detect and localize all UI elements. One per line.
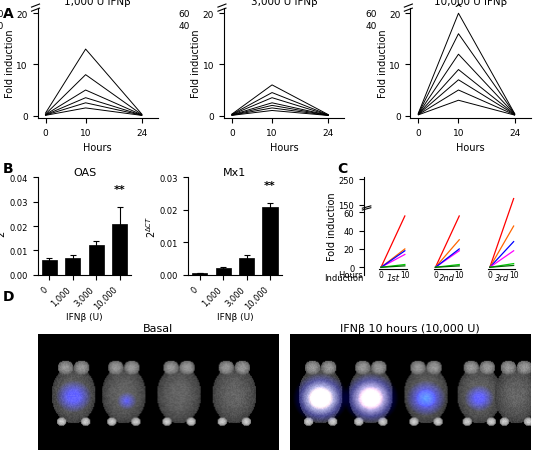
Y-axis label: Fold induction: Fold induction [5, 30, 15, 98]
Bar [239, 259, 254, 275]
Text: 60: 60 [179, 10, 190, 19]
Text: 0: 0 [433, 270, 438, 279]
Bar [65, 258, 80, 275]
Text: 10: 10 [509, 270, 518, 279]
Bar [88, 246, 104, 275]
Y-axis label: Fold induction: Fold induction [327, 192, 337, 261]
Text: A: A [3, 7, 13, 21]
Text: 0: 0 [378, 270, 383, 279]
X-axis label: IFNβ (U): IFNβ (U) [217, 313, 253, 322]
Text: 40: 40 [0, 22, 4, 31]
Bar [263, 207, 278, 275]
Text: 0: 0 [487, 270, 492, 279]
Text: D: D [3, 289, 14, 303]
Title: 1,000 U IFNβ: 1,000 U IFNβ [64, 0, 131, 7]
Y-axis label: Fold induction: Fold induction [378, 30, 388, 98]
Title: 10,000 U IFNβ: 10,000 U IFNβ [434, 0, 507, 7]
Title: 3,000 U IFNβ: 3,000 U IFNβ [251, 0, 317, 7]
Text: 40: 40 [179, 22, 190, 31]
Text: 60: 60 [365, 10, 377, 19]
Text: C: C [338, 162, 348, 176]
Text: Hours: Hours [83, 143, 112, 153]
Text: 40: 40 [366, 22, 377, 31]
Text: 10: 10 [455, 270, 464, 279]
Title: Basal: Basal [143, 324, 173, 334]
Text: **: ** [114, 185, 125, 195]
Text: B: B [3, 162, 13, 176]
Text: 60: 60 [0, 10, 4, 19]
Text: Induction: Induction [324, 273, 363, 282]
Bar [112, 224, 127, 275]
Title: Mx1: Mx1 [224, 167, 247, 177]
Text: 10: 10 [400, 270, 410, 279]
Title: IFNβ 10 hours (10,000 U): IFNβ 10 hours (10,000 U) [340, 324, 480, 334]
Text: Hours: Hours [456, 143, 485, 153]
Text: Hours: Hours [339, 270, 363, 279]
Y-axis label: 2$^{\Delta CT}$: 2$^{\Delta CT}$ [145, 215, 158, 238]
Text: Hours: Hours [270, 143, 299, 153]
X-axis label: IFNβ (U): IFNβ (U) [66, 313, 103, 322]
Y-axis label: Fold induction: Fold induction [191, 30, 202, 98]
Text: **: ** [264, 181, 276, 191]
Title: OAS: OAS [73, 167, 96, 177]
Bar [192, 273, 207, 275]
Text: 1st: 1st [386, 273, 399, 282]
Text: ‸: ‸ [454, 0, 463, 6]
Bar [42, 260, 57, 275]
Y-axis label: 2$^{\Delta CT}$: 2$^{\Delta CT}$ [0, 215, 8, 238]
Text: 2nd: 2nd [440, 273, 456, 282]
Bar [215, 268, 231, 275]
Text: 3rd: 3rd [495, 273, 509, 282]
